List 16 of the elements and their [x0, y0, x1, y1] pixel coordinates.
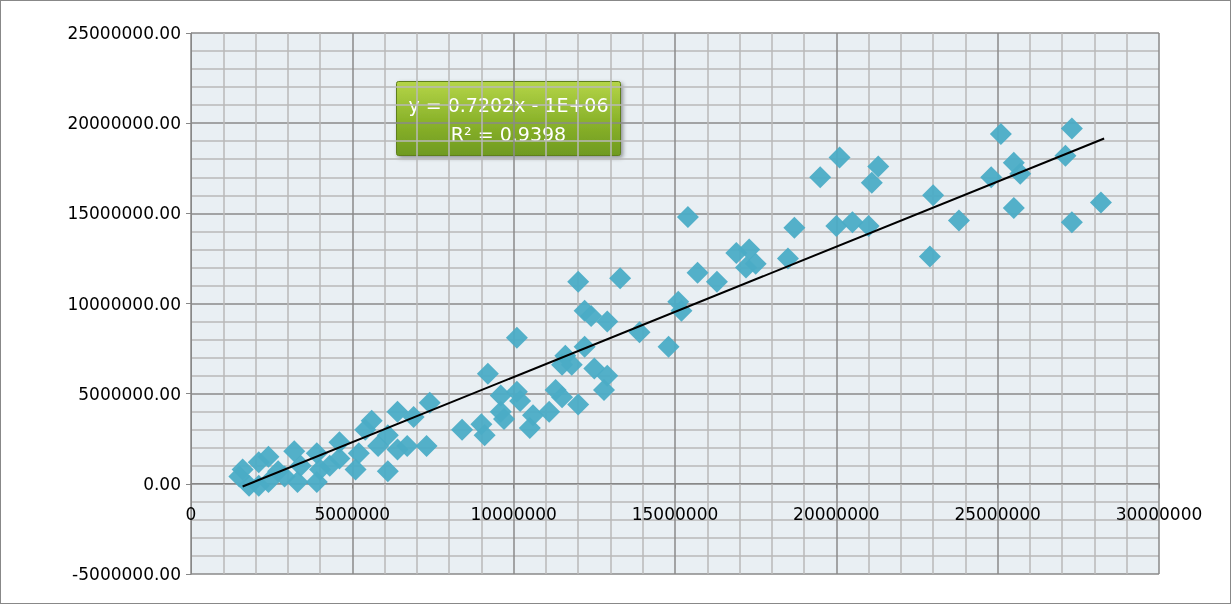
x-tick-label: 25000000 — [954, 504, 1041, 524]
y-tick-label: 15000000.00 — [67, 203, 181, 224]
y-tick-label: 20000000.00 — [67, 113, 181, 134]
y-tick-label: 10000000.00 — [67, 293, 181, 314]
x-tick-label: 10000000 — [470, 504, 557, 524]
x-tick-label: 0 — [185, 504, 197, 524]
x-tick-label: 15000000 — [631, 504, 719, 524]
annotation: R² = 0.9398 — [450, 122, 567, 145]
x-tick-label: 5000000 — [314, 504, 391, 524]
x-tick-label: 30000000 — [1115, 504, 1203, 524]
annotation: y = 0.7202x - 1E+06 — [408, 93, 609, 116]
x-tick-label: 20000000 — [793, 504, 880, 524]
y-tick-label: -5000000.00 — [72, 564, 181, 584]
y-tick-label: 25000000.00 — [67, 23, 181, 43]
y-tick-label: 0.00 — [143, 473, 181, 494]
y-tick-label: 5000000.00 — [78, 383, 181, 404]
